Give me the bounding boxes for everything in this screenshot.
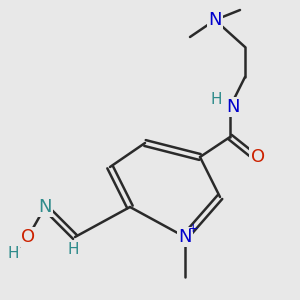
Text: O: O <box>251 148 265 166</box>
Text: H: H <box>211 92 222 107</box>
Text: H: H <box>68 242 79 257</box>
Text: N: N <box>38 198 52 216</box>
Text: N: N <box>226 98 240 116</box>
Text: O: O <box>21 228 35 246</box>
Text: +: + <box>188 222 199 235</box>
Text: N: N <box>178 228 192 246</box>
Text: H: H <box>7 247 19 262</box>
Text: N: N <box>208 11 222 29</box>
